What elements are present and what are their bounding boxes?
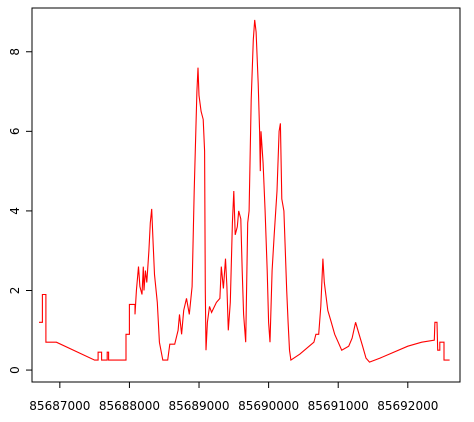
x-axis: 85687000 85688000 85689000 85690000 85691000… — [29, 382, 438, 413]
y-tick-label: 4 — [8, 207, 22, 215]
x-tick-label: 85689000 — [168, 399, 229, 413]
x-tick-label: 85687000 — [29, 399, 90, 413]
y-tick-label: 8 — [8, 48, 22, 56]
y-tick-label: 0 — [8, 366, 22, 374]
series-layer — [39, 19, 450, 363]
x-tick-label: 85691000 — [308, 399, 369, 413]
x-tick-label: 85690000 — [238, 399, 299, 413]
x-tick-label: 85688000 — [99, 399, 160, 413]
y-tick-label: 2 — [8, 287, 22, 295]
y-axis: 0 2 4 6 8 — [8, 48, 32, 374]
series-line — [39, 19, 450, 363]
plot-frame — [31, 7, 461, 383]
y-tick-label: 6 — [8, 128, 22, 136]
x-tick-label: 85692000 — [377, 399, 438, 413]
